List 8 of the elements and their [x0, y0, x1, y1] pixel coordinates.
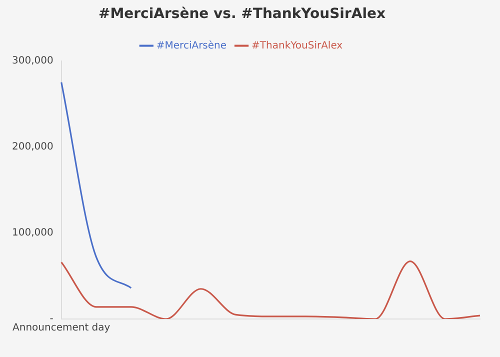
chart-title: #MerciArsène vs. #ThankYouSirAlex: [98, 6, 386, 22]
y-tick-label: 100,000: [12, 228, 54, 239]
y-tick-label: -: [50, 314, 54, 325]
x-tick-label: Announcement day: [12, 322, 110, 334]
legend-label: #ThankYouSirAlex: [252, 40, 343, 52]
y-tick-label: 300,000: [12, 55, 54, 66]
y-tick-label: 200,000: [12, 141, 54, 152]
legend-label: #MerciArsène: [156, 40, 227, 52]
